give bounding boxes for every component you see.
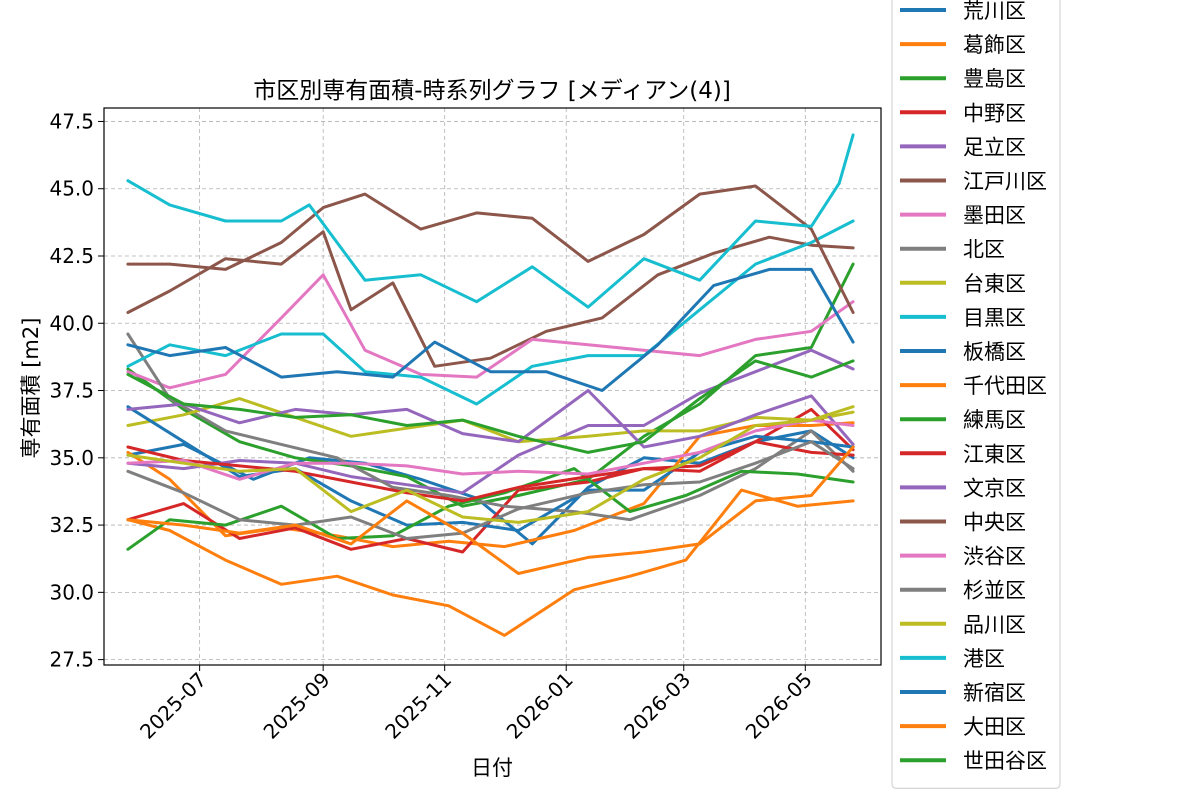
legend-label: 中野区: [963, 101, 1026, 125]
y-tick-label: 40.0: [49, 311, 94, 335]
series-line: [126, 488, 855, 637]
legend-label: 新宿区: [963, 681, 1026, 705]
series-line: [126, 445, 855, 575]
legend: 荒川区葛飾区豊島区中野区足立区江戸川区墨田区北区台東区目黒区板橋区千代田区練馬区…: [891, 0, 1061, 789]
y-tick-label: 27.5: [49, 648, 94, 672]
legend-label: 江東区: [963, 442, 1026, 466]
x-axis-label: 日付: [471, 756, 513, 780]
y-tick-label: 30.0: [49, 580, 94, 604]
legend-label: 足立区: [963, 135, 1026, 159]
y-tick-label: 37.5: [49, 379, 94, 403]
series-line: [126, 262, 855, 508]
legend-label: 北区: [963, 238, 1005, 262]
legend-label: 中央区: [963, 511, 1026, 535]
plot-area: [104, 108, 881, 665]
y-tick-label: 45.0: [49, 177, 94, 201]
legend-label: 文京区: [963, 476, 1026, 500]
legend-label: 杉並区: [963, 579, 1026, 603]
series-line: [126, 359, 855, 454]
series-lines: [126, 133, 855, 637]
series-line: [126, 230, 855, 368]
y-tick-label: 47.5: [49, 109, 94, 133]
legend-label: 渋谷区: [963, 545, 1026, 569]
series-line: [126, 273, 855, 390]
y-tick-label: 42.5: [49, 244, 94, 268]
y-axis-label: 専有面積 [m2]: [19, 318, 43, 459]
series-line: [126, 405, 855, 524]
legend-label: 江戸川区: [963, 170, 1047, 194]
legend-label: 荒川区: [963, 0, 1026, 23]
legend-label: 千代田区: [963, 374, 1047, 398]
legend-label: 大田区: [963, 715, 1026, 739]
legend-label: 台東区: [963, 272, 1026, 296]
legend-label: 港区: [963, 647, 1005, 671]
legend-label: 品川区: [963, 613, 1026, 637]
legend-label: 豊島区: [963, 67, 1026, 91]
series-line: [126, 133, 855, 309]
series-line: [126, 418, 855, 481]
series-line: [126, 389, 855, 449]
series-line: [126, 440, 855, 503]
legend-label: 墨田区: [963, 204, 1026, 228]
gridlines: [104, 108, 881, 665]
chart-title: 市区別専有面積-時系列グラフ [メディアン(4)]: [253, 78, 731, 104]
legend-label: 目黒区: [963, 306, 1026, 330]
series-line: [126, 267, 855, 392]
legend-label: 世田谷区: [963, 749, 1047, 773]
y-axis: 27.5 30.0 32.5 35.0 37.5 40.0 42.5 45.0 47.5: [49, 109, 104, 672]
legend-label: 板橋区: [963, 340, 1026, 364]
series-line: [126, 184, 855, 314]
plot-frame: [103, 107, 882, 666]
legend-label: 葛飾区: [963, 33, 1026, 57]
y-tick-label: 32.5: [49, 513, 94, 537]
y-tick-label: 35.0: [49, 446, 94, 470]
series-line: [126, 467, 855, 551]
legend-label: 練馬区: [963, 408, 1026, 432]
